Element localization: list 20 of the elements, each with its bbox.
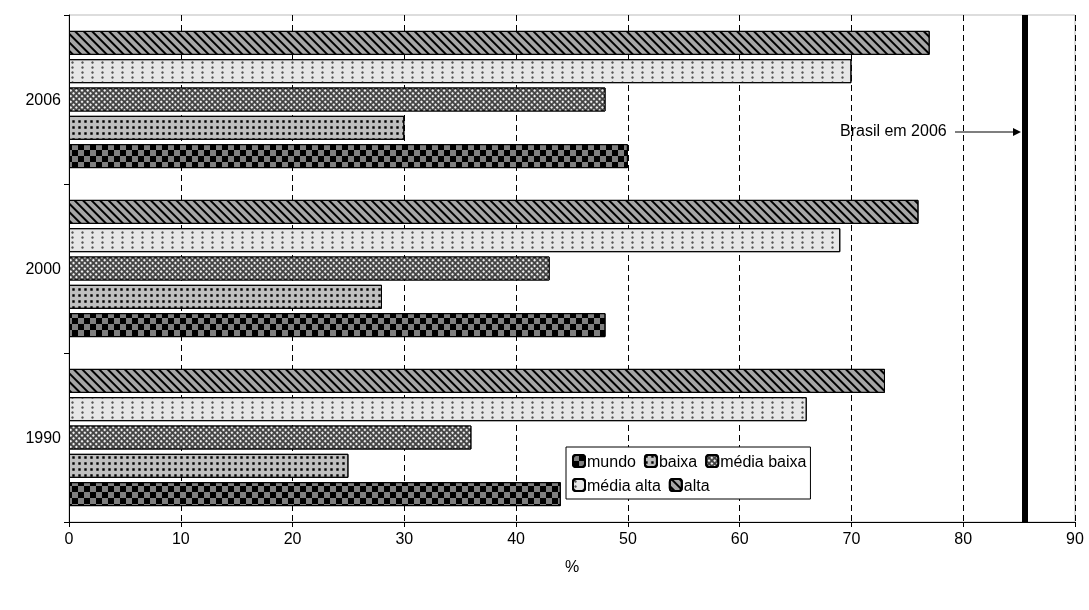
legend-label: mundo — [587, 452, 637, 470]
x-tick-label: 40 — [507, 529, 526, 547]
annotation: Brasil em 2006 — [839, 121, 947, 139]
x-tick-label: 10 — [171, 529, 190, 547]
x-tick-label: 80 — [954, 529, 973, 547]
legend-label: média baixa — [720, 452, 807, 470]
y-tick-label: 2000 — [25, 260, 62, 277]
x-tick-label: 0 — [64, 529, 74, 547]
x-tick-label: 90 — [1066, 529, 1084, 547]
x-axis-title: % — [564, 557, 580, 575]
legend-label: média alta — [587, 476, 661, 494]
x-tick-label: 70 — [842, 529, 861, 547]
x-tick-label: 60 — [730, 529, 749, 547]
y-tick-label: 1990 — [25, 429, 62, 446]
x-tick-label: 30 — [395, 529, 414, 547]
legend-label: alta — [683, 476, 710, 494]
legend-label: baixa — [658, 452, 698, 470]
x-tick-label: 20 — [283, 529, 302, 547]
x-tick-label: 50 — [618, 529, 637, 547]
y-tick-label: 2006 — [25, 91, 62, 108]
